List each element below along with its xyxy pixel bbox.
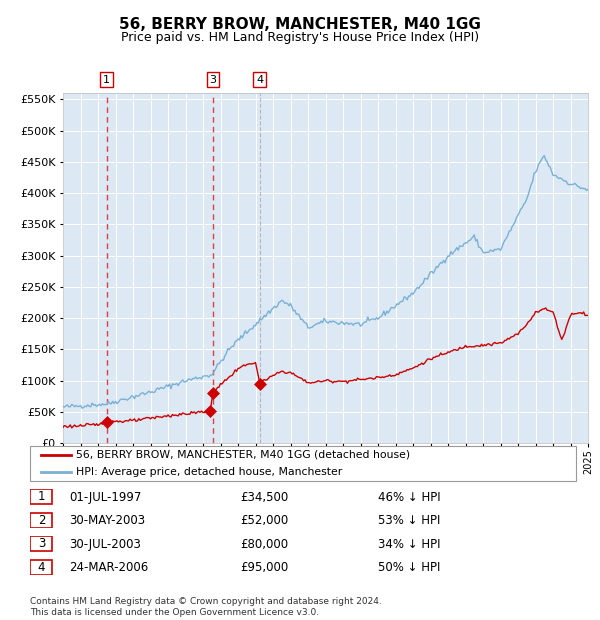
Text: 30-JUL-2003: 30-JUL-2003 (69, 538, 141, 551)
Text: £52,000: £52,000 (240, 515, 288, 527)
Text: 2: 2 (38, 514, 45, 526)
Text: 4: 4 (256, 74, 263, 85)
FancyBboxPatch shape (31, 536, 52, 551)
Text: 1: 1 (38, 490, 45, 503)
Text: 3: 3 (209, 74, 217, 85)
Text: 50% ↓ HPI: 50% ↓ HPI (378, 562, 440, 574)
Text: Contains HM Land Registry data © Crown copyright and database right 2024.
This d: Contains HM Land Registry data © Crown c… (30, 598, 382, 617)
FancyBboxPatch shape (30, 446, 576, 480)
Text: 01-JUL-1997: 01-JUL-1997 (69, 491, 142, 503)
FancyBboxPatch shape (31, 489, 52, 504)
FancyBboxPatch shape (31, 560, 52, 575)
Text: 3: 3 (38, 538, 45, 550)
FancyBboxPatch shape (31, 513, 52, 528)
Text: £34,500: £34,500 (240, 491, 288, 503)
Text: 34% ↓ HPI: 34% ↓ HPI (378, 538, 440, 551)
Text: 56, BERRY BROW, MANCHESTER, M40 1GG (detached house): 56, BERRY BROW, MANCHESTER, M40 1GG (det… (76, 450, 410, 460)
Text: £80,000: £80,000 (240, 538, 288, 551)
Text: 56, BERRY BROW, MANCHESTER, M40 1GG: 56, BERRY BROW, MANCHESTER, M40 1GG (119, 17, 481, 32)
Text: 30-MAY-2003: 30-MAY-2003 (69, 515, 145, 527)
Text: Price paid vs. HM Land Registry's House Price Index (HPI): Price paid vs. HM Land Registry's House … (121, 31, 479, 44)
Text: 53% ↓ HPI: 53% ↓ HPI (378, 515, 440, 527)
Text: 1: 1 (103, 74, 110, 85)
Text: HPI: Average price, detached house, Manchester: HPI: Average price, detached house, Manc… (76, 467, 343, 477)
Text: 46% ↓ HPI: 46% ↓ HPI (378, 491, 440, 503)
Text: £95,000: £95,000 (240, 562, 288, 574)
Text: 24-MAR-2006: 24-MAR-2006 (69, 562, 148, 574)
Text: 4: 4 (38, 561, 45, 574)
